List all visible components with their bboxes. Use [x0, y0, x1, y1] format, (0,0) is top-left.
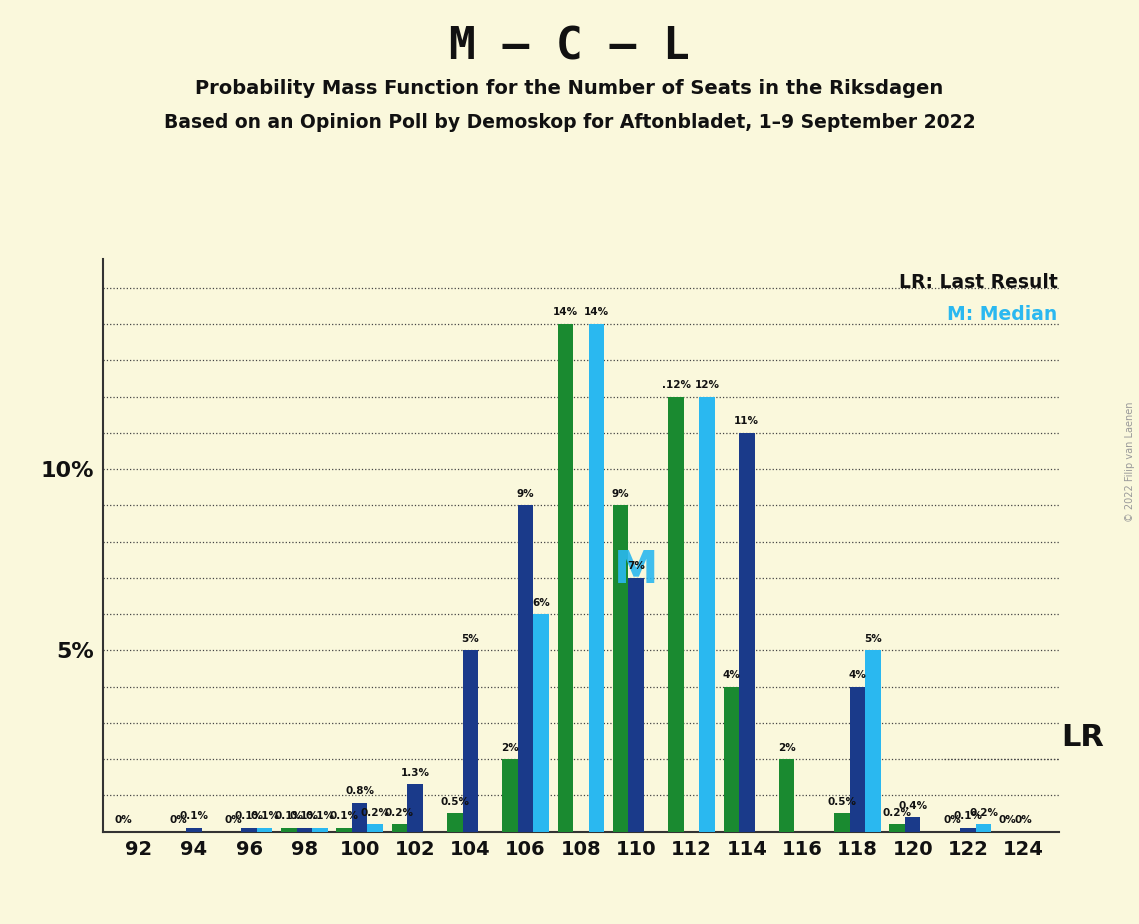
Text: 0.1%: 0.1% — [179, 811, 208, 821]
Text: 0.1%: 0.1% — [329, 811, 359, 821]
Text: 12%: 12% — [695, 380, 720, 390]
Bar — [850, 687, 866, 832]
Bar — [186, 828, 202, 832]
Bar — [446, 813, 462, 832]
Text: M: Median: M: Median — [948, 305, 1057, 323]
Bar — [906, 817, 920, 832]
Bar — [502, 760, 518, 832]
Text: 0.1%: 0.1% — [953, 811, 983, 821]
Text: © 2022 Filip van Laenen: © 2022 Filip van Laenen — [1125, 402, 1134, 522]
Bar — [589, 324, 604, 832]
Bar — [368, 824, 383, 832]
Bar — [960, 828, 976, 832]
Text: 0.2%: 0.2% — [969, 808, 998, 818]
Bar — [518, 505, 533, 832]
Bar — [669, 396, 683, 832]
Text: M: M — [614, 549, 658, 592]
Text: 7%: 7% — [628, 561, 645, 571]
Text: 0.2%: 0.2% — [385, 808, 413, 818]
Bar — [462, 650, 478, 832]
Text: 0.5%: 0.5% — [441, 796, 469, 807]
Bar — [352, 803, 368, 832]
Text: 9%: 9% — [612, 489, 630, 499]
Text: M – C – L: M – C – L — [449, 26, 690, 69]
Bar — [629, 578, 644, 832]
Text: LR: Last Result: LR: Last Result — [899, 274, 1057, 292]
Text: 0.4%: 0.4% — [899, 800, 927, 810]
Text: 5%: 5% — [865, 634, 882, 644]
Text: 0%: 0% — [224, 815, 243, 825]
Bar — [834, 813, 850, 832]
Text: 0.1%: 0.1% — [289, 811, 319, 821]
Text: Probability Mass Function for the Number of Seats in the Riksdagen: Probability Mass Function for the Number… — [196, 79, 943, 98]
Bar — [723, 687, 739, 832]
Bar — [241, 828, 256, 832]
Bar — [890, 824, 906, 832]
Text: 0%: 0% — [114, 815, 132, 825]
Text: 1.3%: 1.3% — [401, 768, 429, 778]
Text: 5%: 5% — [461, 634, 480, 644]
Bar — [739, 432, 754, 832]
Text: 0.8%: 0.8% — [345, 786, 375, 796]
Bar — [779, 760, 794, 832]
Text: 0.1%: 0.1% — [251, 811, 279, 821]
Bar — [558, 324, 573, 832]
Text: 6%: 6% — [532, 598, 550, 607]
Text: 9%: 9% — [517, 489, 534, 499]
Text: 0.1%: 0.1% — [274, 811, 303, 821]
Text: 2%: 2% — [778, 743, 795, 752]
Text: 11%: 11% — [735, 416, 760, 426]
Bar — [408, 784, 423, 832]
Text: 14%: 14% — [552, 308, 577, 318]
Bar — [392, 824, 408, 832]
Text: 2%: 2% — [501, 743, 519, 752]
Text: .12%: .12% — [662, 380, 690, 390]
Text: 0%: 0% — [170, 815, 187, 825]
Bar — [312, 828, 328, 832]
Text: 4%: 4% — [849, 670, 867, 680]
Text: 4%: 4% — [722, 670, 740, 680]
Bar — [613, 505, 629, 832]
Bar — [533, 614, 549, 832]
Text: 0.1%: 0.1% — [305, 811, 335, 821]
Text: 0.1%: 0.1% — [235, 811, 263, 821]
Text: Based on an Opinion Poll by Demoskop for Aftonbladet, 1–9 September 2022: Based on an Opinion Poll by Demoskop for… — [164, 113, 975, 132]
Bar — [256, 828, 272, 832]
Text: 0%: 0% — [999, 815, 1017, 825]
Bar — [976, 824, 991, 832]
Bar — [866, 650, 880, 832]
Text: LR: LR — [1062, 723, 1104, 751]
Text: 0.2%: 0.2% — [361, 808, 390, 818]
Text: 0.5%: 0.5% — [827, 796, 857, 807]
Bar — [699, 396, 715, 832]
Text: 0%: 0% — [943, 815, 961, 825]
Text: 14%: 14% — [584, 308, 609, 318]
Text: 0%: 0% — [1015, 815, 1032, 825]
Bar — [296, 828, 312, 832]
Bar — [281, 828, 296, 832]
Text: 0.2%: 0.2% — [883, 808, 911, 818]
Bar — [336, 828, 352, 832]
